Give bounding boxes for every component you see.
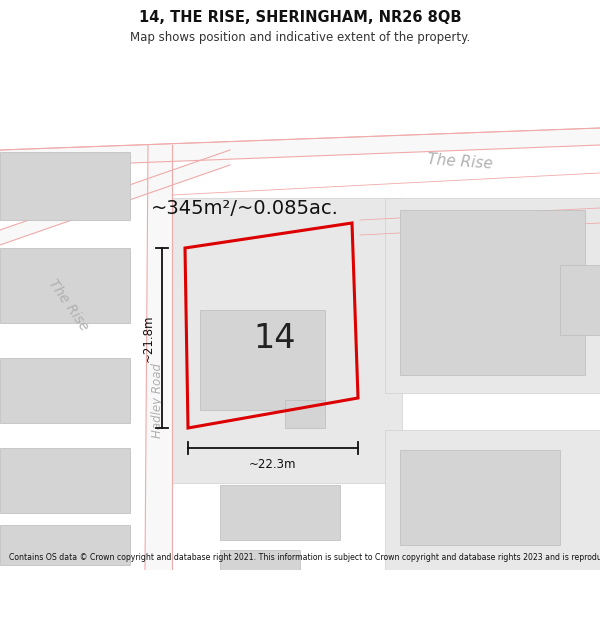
Polygon shape [0, 128, 600, 168]
Text: The Rise: The Rise [427, 152, 493, 172]
Bar [285, 400, 325, 428]
Bar [385, 198, 600, 393]
Bar [385, 430, 600, 570]
Text: 14: 14 [254, 321, 296, 354]
Text: Hadley Road: Hadley Road [151, 362, 164, 438]
Text: ~345m²/~0.085ac.: ~345m²/~0.085ac. [151, 199, 339, 217]
Text: 14, THE RISE, SHERINGHAM, NR26 8QB: 14, THE RISE, SHERINGHAM, NR26 8QB [139, 11, 461, 26]
Bar [0, 448, 130, 513]
Bar [220, 485, 340, 540]
Bar [172, 198, 402, 483]
Text: ~21.8m: ~21.8m [142, 314, 155, 362]
Text: The Rise: The Rise [45, 277, 91, 333]
Bar [220, 550, 300, 570]
Bar [0, 358, 130, 423]
Text: Map shows position and indicative extent of the property.: Map shows position and indicative extent… [130, 31, 470, 44]
Bar [400, 450, 560, 545]
Text: ~22.3m: ~22.3m [249, 458, 297, 471]
Text: Contains OS data © Crown copyright and database right 2021. This information is : Contains OS data © Crown copyright and d… [9, 553, 600, 562]
Bar [400, 210, 585, 375]
Polygon shape [145, 145, 172, 570]
Bar [200, 310, 325, 410]
Polygon shape [0, 150, 230, 245]
Bar [0, 152, 130, 220]
Bar [0, 248, 130, 323]
Bar [560, 265, 600, 335]
Bar [0, 525, 130, 565]
